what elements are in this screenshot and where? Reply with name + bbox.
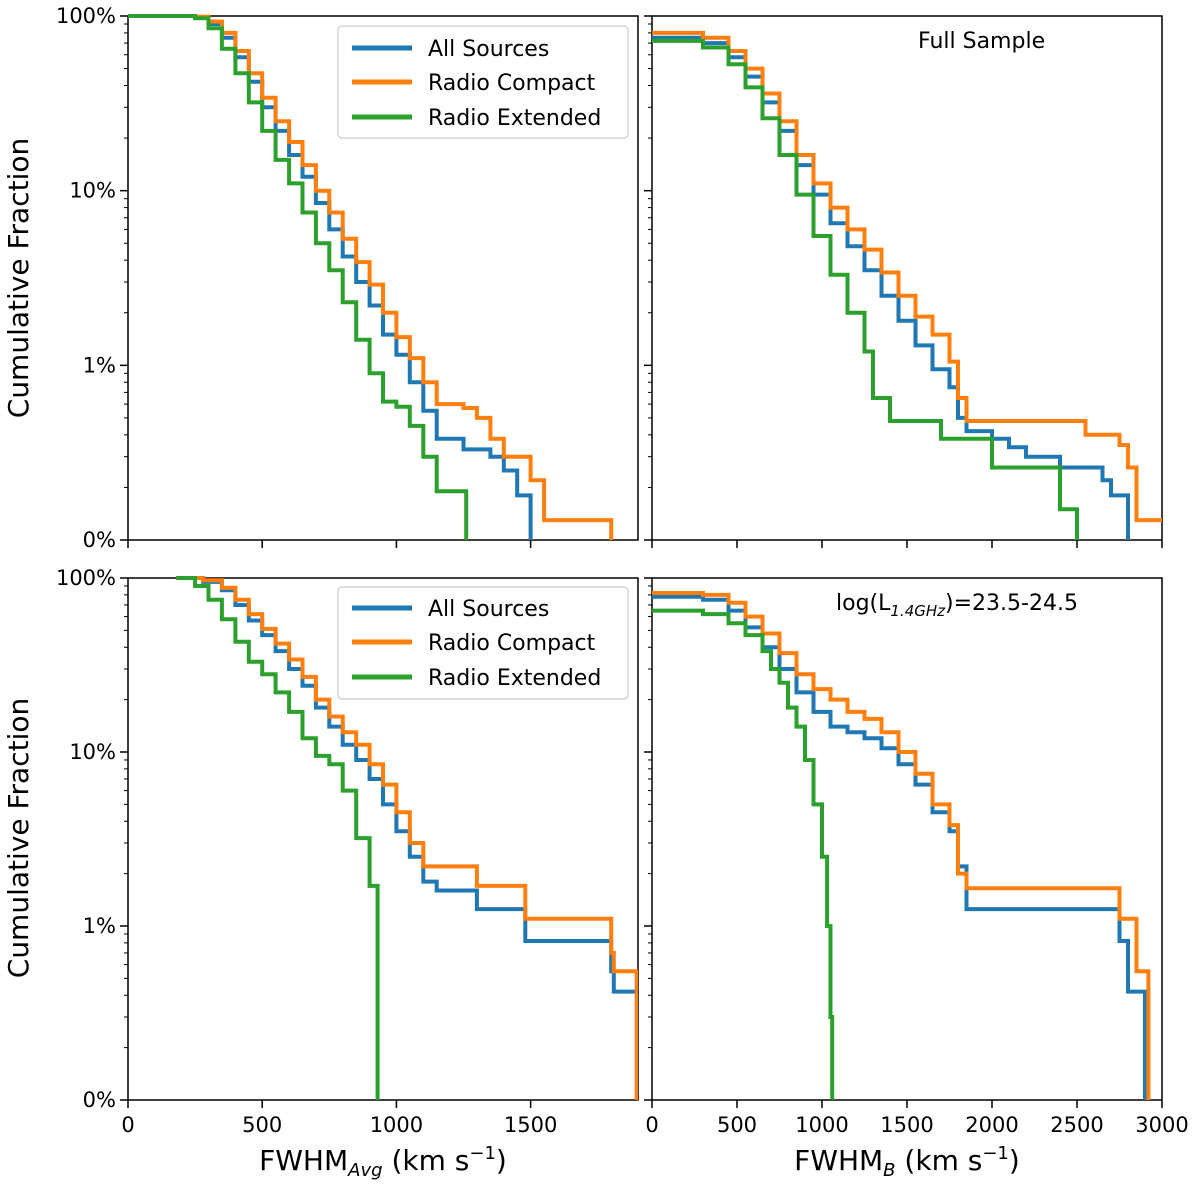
y-axis-title-top: Cumulative Fraction: [2, 138, 35, 418]
legend-label-all: All Sources: [428, 597, 549, 622]
series-line-extended: [652, 38, 1079, 540]
x-tick-label: 0: [121, 1113, 134, 1137]
y-tick-label: 10%: [69, 179, 116, 203]
series-line-compact: [652, 30, 1162, 523]
x-tick-label: 3000: [1135, 1113, 1188, 1137]
y-tick-label: 1%: [83, 353, 116, 377]
y-tick-label: 100%: [56, 566, 116, 590]
x-tick-label: 500: [242, 1113, 282, 1137]
x-tick-label: 2500: [1050, 1113, 1103, 1137]
legend-label-all: All Sources: [428, 37, 549, 62]
y-tick-label: 0%: [83, 528, 116, 552]
panel-frame-top-right: [651, 15, 1163, 541]
annotation-luminosity-bin: log(L1.4GHz)=23.5-24.5: [836, 591, 1078, 620]
series-line-compact: [176, 576, 638, 1100]
panel-bottom-left: 0% 1% 10% 100% 0 500 1000 1500: [56, 566, 638, 1137]
y-tick-label: 1%: [83, 914, 116, 938]
x-tick-label: 2000: [965, 1113, 1018, 1137]
legend-top: All Sources Radio Compact Radio Extended: [337, 25, 629, 139]
legend-bottom: All Sources Radio Compact Radio Extended: [337, 586, 629, 700]
series-line-extended: [128, 14, 469, 540]
series-line-compact: [652, 591, 1151, 1100]
y-axis-title-bottom: Cumulative Fraction: [2, 698, 35, 978]
panel-top-right: [644, 15, 1163, 548]
y-tick-label: 10%: [69, 740, 116, 764]
series-line-all: [652, 594, 1147, 1100]
series-line-extended: [176, 576, 380, 1100]
x-tick-label: 1000: [795, 1113, 848, 1137]
x-tick-label: 500: [717, 1113, 757, 1137]
series-line-extended: [652, 608, 835, 1100]
x-tick-label: 1500: [504, 1113, 557, 1137]
x-tick-label: 0: [645, 1113, 658, 1137]
panel-bottom-right: 0 500 1000 1500 2000 2500 3000: [644, 577, 1189, 1137]
series-line-all: [652, 35, 1130, 540]
legend-label-extended: Radio Extended: [428, 106, 601, 131]
x-tick-label: 1500: [880, 1113, 933, 1137]
legend-label-compact: Radio Compact: [428, 631, 596, 656]
legend-label-extended: Radio Extended: [428, 666, 601, 691]
y-tick-label: 0%: [83, 1088, 116, 1112]
legend-label-compact: Radio Compact: [428, 71, 596, 96]
panel-frame-top-left: [127, 15, 639, 541]
x-axis-title-left: FWHMAvg (km s−1): [259, 1143, 507, 1181]
annotation-full-sample: Full Sample: [918, 29, 1045, 54]
x-tick-label: 1000: [370, 1113, 423, 1137]
y-tick-label: 100%: [56, 4, 116, 28]
panel-top-left: 0% 1% 10% 100%: [56, 4, 614, 552]
panel-frame-bottom-right: [651, 577, 1163, 1101]
legend-box: [337, 586, 629, 700]
panel-frame-bottom-left: [127, 577, 639, 1101]
legend-box: [337, 25, 629, 139]
x-axis-title-right: FWHMB (km s−1): [794, 1143, 1020, 1181]
